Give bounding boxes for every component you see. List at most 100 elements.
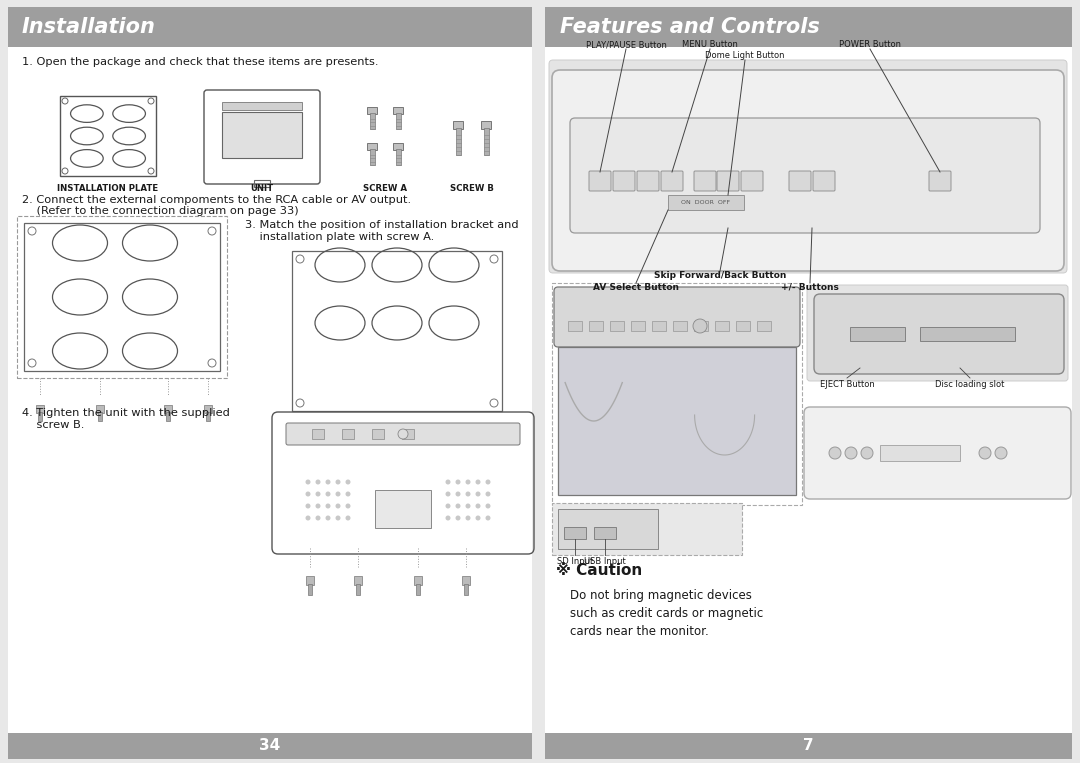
Bar (481, 121, 491, 129)
Circle shape (861, 447, 873, 459)
Text: PLAY/PAUSE Button: PLAY/PAUSE Button (585, 40, 666, 49)
Circle shape (486, 516, 490, 520)
Circle shape (346, 479, 351, 485)
Text: 4. Tighten the unit with the supplied: 4. Tighten the unit with the supplied (22, 408, 230, 418)
FancyBboxPatch shape (570, 118, 1040, 233)
Bar (558, 347, 796, 495)
Bar (558, 509, 658, 549)
Bar (312, 429, 324, 439)
Bar (356, 584, 360, 595)
Bar (453, 121, 463, 129)
Bar (568, 321, 582, 331)
Text: installation plate with screw A.: installation plate with screw A. (245, 232, 434, 242)
Circle shape (465, 516, 471, 520)
FancyBboxPatch shape (804, 407, 1071, 499)
Circle shape (336, 491, 340, 497)
Bar (589, 321, 603, 331)
Bar (369, 149, 375, 165)
Circle shape (336, 516, 340, 520)
Text: (Refer to the connection diagram on page 33): (Refer to the connection diagram on page… (22, 206, 299, 216)
Circle shape (306, 491, 311, 497)
FancyBboxPatch shape (789, 171, 811, 191)
Circle shape (456, 516, 460, 520)
Bar (464, 584, 468, 595)
Circle shape (336, 504, 340, 508)
Text: ※ Caution: ※ Caution (556, 563, 643, 578)
Text: 2. Connect the external compoments to the RCA cable or AV output.: 2. Connect the external compoments to th… (22, 195, 411, 205)
Circle shape (446, 516, 450, 520)
Bar (850, 327, 905, 341)
Circle shape (325, 516, 330, 520)
Bar (715, 321, 729, 331)
Bar (222, 102, 301, 110)
Bar (564, 527, 586, 539)
Circle shape (465, 491, 471, 497)
Text: INSTALLATION PLATE: INSTALLATION PLATE (57, 184, 159, 193)
FancyBboxPatch shape (929, 171, 951, 191)
Circle shape (475, 491, 481, 497)
Bar (367, 143, 377, 150)
Bar (414, 576, 422, 585)
FancyBboxPatch shape (717, 171, 739, 191)
FancyBboxPatch shape (694, 171, 716, 191)
Text: Dome Light Button: Dome Light Button (705, 51, 785, 60)
Text: ON  DOOR  OFF: ON DOOR OFF (681, 199, 730, 204)
Bar (673, 321, 687, 331)
Text: 34: 34 (259, 739, 281, 754)
Circle shape (346, 491, 351, 497)
Bar (306, 576, 314, 585)
Circle shape (829, 447, 841, 459)
Bar (254, 180, 270, 187)
Bar (24, 223, 220, 371)
Circle shape (325, 491, 330, 497)
Bar (375, 490, 431, 528)
Bar (545, 7, 1072, 47)
Bar (308, 584, 312, 595)
Bar (367, 107, 377, 114)
Bar (631, 321, 645, 331)
Text: AV Select Button: AV Select Button (593, 283, 679, 292)
Bar (17, 216, 227, 378)
Text: 1. Open the package and check that these items are presents.: 1. Open the package and check that these… (22, 57, 378, 67)
Text: SCREW A: SCREW A (363, 184, 407, 193)
FancyBboxPatch shape (552, 70, 1064, 271)
Circle shape (306, 516, 311, 520)
Bar (342, 429, 354, 439)
Text: Features and Controls: Features and Controls (561, 17, 820, 37)
Bar (292, 251, 502, 411)
Bar (402, 429, 414, 439)
Circle shape (693, 319, 707, 333)
FancyBboxPatch shape (813, 171, 835, 191)
Bar (545, 47, 1072, 735)
Bar (484, 128, 488, 155)
FancyBboxPatch shape (807, 285, 1068, 381)
FancyBboxPatch shape (286, 423, 519, 445)
Circle shape (315, 516, 321, 520)
Bar (393, 107, 403, 114)
Bar (206, 412, 210, 421)
Bar (920, 327, 1015, 341)
FancyBboxPatch shape (637, 171, 659, 191)
Bar (735, 321, 750, 331)
Circle shape (399, 429, 408, 439)
Bar (393, 143, 403, 150)
Bar (610, 321, 624, 331)
Bar (60, 96, 156, 176)
Circle shape (475, 516, 481, 520)
Circle shape (475, 479, 481, 485)
Text: Disc loading slot: Disc loading slot (935, 380, 1004, 389)
Circle shape (486, 479, 490, 485)
Circle shape (465, 479, 471, 485)
Bar (552, 283, 802, 505)
Circle shape (325, 479, 330, 485)
Bar (98, 412, 102, 421)
Circle shape (315, 479, 321, 485)
Bar (594, 527, 616, 539)
Bar (369, 113, 375, 129)
Bar (36, 405, 44, 413)
Text: SD Input: SD Input (557, 557, 593, 566)
Circle shape (315, 504, 321, 508)
Circle shape (336, 479, 340, 485)
Circle shape (475, 504, 481, 508)
Text: 7: 7 (802, 739, 813, 754)
